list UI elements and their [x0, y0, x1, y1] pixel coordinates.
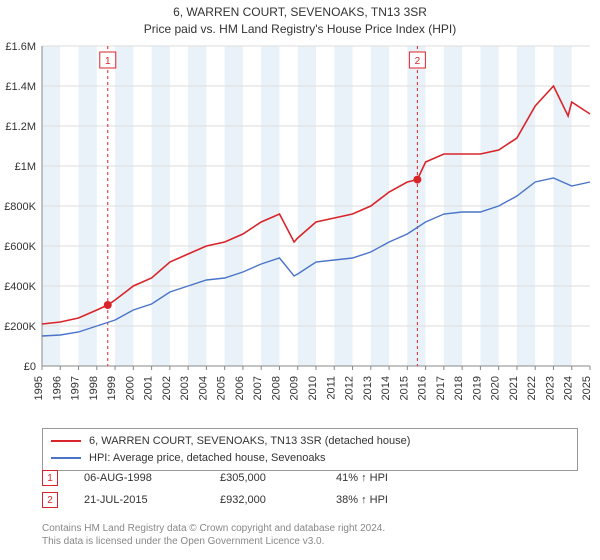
legend-label-2: HPI: Average price, detached house, Seve… — [89, 450, 325, 467]
legend-row-1: 6, WARREN COURT, SEVENOAKS, TN13 3SR (de… — [51, 433, 569, 450]
svg-text:2000: 2000 — [124, 376, 136, 400]
svg-text:2022: 2022 — [526, 376, 538, 400]
legend-row-2: HPI: Average price, detached house, Seve… — [51, 450, 569, 467]
legend-swatch-2 — [51, 457, 81, 459]
legend-swatch-1 — [51, 440, 81, 442]
svg-text:2013: 2013 — [362, 376, 374, 400]
svg-text:2015: 2015 — [398, 376, 410, 400]
marker-badge-2: 2 — [42, 492, 58, 508]
svg-text:2021: 2021 — [508, 376, 520, 400]
svg-text:2003: 2003 — [179, 376, 191, 400]
title-line1: 6, WARREN COURT, SEVENOAKS, TN13 3SR — [0, 4, 600, 21]
svg-text:2020: 2020 — [490, 376, 502, 400]
svg-text:2017: 2017 — [435, 376, 447, 400]
svg-text:2004: 2004 — [197, 376, 209, 400]
svg-text:2024: 2024 — [563, 376, 575, 400]
svg-text:2010: 2010 — [307, 376, 319, 400]
svg-text:2009: 2009 — [289, 376, 301, 400]
marker-badge-1: 1 — [42, 470, 58, 486]
svg-text:2023: 2023 — [544, 376, 556, 400]
svg-text:2008: 2008 — [270, 376, 282, 400]
svg-text:2005: 2005 — [216, 376, 228, 400]
chart-title-block: 6, WARREN COURT, SEVENOAKS, TN13 3SR Pri… — [0, 0, 600, 38]
marker-hpi-2: 38% ↑ HPI — [336, 494, 436, 506]
svg-text:£1.4M: £1.4M — [5, 81, 36, 93]
svg-text:2025: 2025 — [581, 376, 593, 400]
svg-text:£400K: £400K — [4, 281, 36, 293]
sale-markers-block: 1 06-AUG-1998 £305,000 41% ↑ HPI 2 21-JU… — [42, 470, 578, 514]
svg-text:1995: 1995 — [33, 376, 45, 400]
svg-text:1999: 1999 — [106, 376, 118, 400]
marker-price-2: £932,000 — [220, 494, 310, 506]
svg-text:£800K: £800K — [4, 201, 36, 213]
svg-text:2014: 2014 — [380, 376, 392, 400]
svg-text:£0: £0 — [24, 361, 36, 373]
svg-text:2019: 2019 — [471, 376, 483, 400]
svg-text:2018: 2018 — [453, 376, 465, 400]
svg-text:2012: 2012 — [344, 376, 356, 400]
marker-price-1: £305,000 — [220, 472, 310, 484]
marker-date-1: 06-AUG-1998 — [84, 472, 194, 484]
svg-text:1: 1 — [105, 56, 111, 67]
footnote-line1: Contains HM Land Registry data © Crown c… — [42, 522, 578, 535]
svg-text:£200K: £200K — [4, 321, 36, 333]
svg-text:£1.2M: £1.2M — [5, 121, 36, 133]
svg-text:2001: 2001 — [143, 376, 155, 400]
marker-date-2: 21-JUL-2015 — [84, 494, 194, 506]
svg-text:£1M: £1M — [15, 161, 36, 173]
svg-text:£600K: £600K — [4, 241, 36, 253]
svg-text:2: 2 — [415, 56, 421, 67]
svg-text:2002: 2002 — [161, 376, 173, 400]
marker-hpi-1: 41% ↑ HPI — [336, 472, 436, 484]
svg-text:1997: 1997 — [70, 376, 82, 400]
footnote-line2: This data is licensed under the Open Gov… — [42, 535, 578, 548]
legend-label-1: 6, WARREN COURT, SEVENOAKS, TN13 3SR (de… — [89, 433, 410, 450]
title-line2: Price paid vs. HM Land Registry's House … — [0, 21, 600, 38]
svg-text:1996: 1996 — [51, 376, 63, 400]
chart-area: £0 £200K £400K £600K £800K £1M £1.2M £1.4M £1.6M… — [0, 40, 600, 420]
marker-row-2: 2 21-JUL-2015 £932,000 38% ↑ HPI — [42, 492, 578, 508]
footnote: Contains HM Land Registry data © Crown c… — [42, 522, 578, 548]
svg-text:2016: 2016 — [417, 376, 429, 400]
svg-text:1998: 1998 — [88, 376, 100, 400]
legend-box: 6, WARREN COURT, SEVENOAKS, TN13 3SR (de… — [42, 428, 578, 471]
marker-row-1: 1 06-AUG-1998 £305,000 41% ↑ HPI — [42, 470, 578, 486]
svg-text:£1.6M: £1.6M — [5, 41, 36, 53]
chart-svg: £0 £200K £400K £600K £800K £1M £1.2M £1.4M £1.6M… — [0, 40, 600, 420]
svg-text:2011: 2011 — [325, 376, 337, 400]
svg-text:2006: 2006 — [234, 376, 246, 400]
svg-text:2007: 2007 — [252, 376, 264, 400]
